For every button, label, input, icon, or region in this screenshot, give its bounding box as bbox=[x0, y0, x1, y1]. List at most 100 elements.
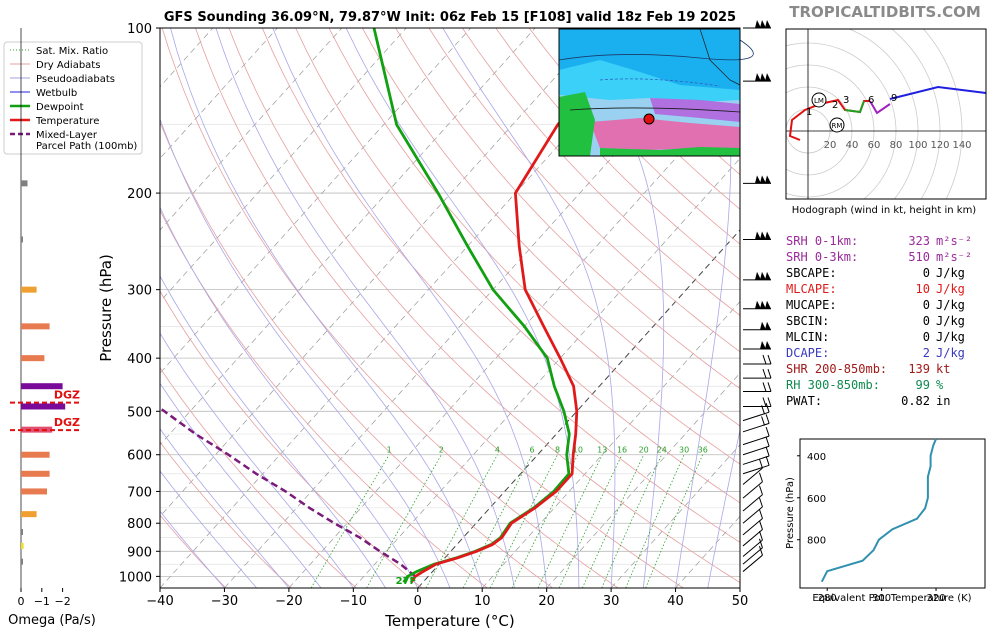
y-tick-label: 400 bbox=[127, 352, 152, 367]
storm-motion-marker bbox=[811, 92, 827, 108]
theta-y-tick: 800 bbox=[807, 536, 826, 547]
omega-bar bbox=[21, 529, 23, 536]
theta-y-tick: 600 bbox=[807, 494, 826, 505]
indices-panel: SRH 0-1km: 323 m²s⁻² SRH 0-3km: 510 m²s⁻² SBCA… bbox=[786, 234, 972, 408]
wind-barb bbox=[743, 397, 772, 407]
legend-label: Dewpoint bbox=[36, 102, 84, 113]
omega-tick-label: 0 bbox=[18, 595, 25, 608]
parcel-path-line bbox=[160, 406, 417, 578]
temperature-line bbox=[410, 28, 646, 584]
skewt-plot: 1 2 4 6 8 10 13 16 20 24 30 36 −40 −30 −20 −10 0 10 20 30 4… bbox=[97, 22, 749, 630]
omega-bar bbox=[21, 511, 37, 518]
index-unit: in bbox=[936, 394, 950, 408]
legend-label: Parcel Path (100mb) bbox=[36, 141, 137, 152]
hodo-height-label: 3 bbox=[843, 95, 849, 106]
x-tick-label: −10 bbox=[340, 594, 367, 609]
y-tick-label: 700 bbox=[127, 485, 152, 500]
y-tick-label: 300 bbox=[127, 284, 152, 299]
hodo-ring-label: 80 bbox=[890, 140, 903, 151]
index-label: MUCAPE: bbox=[786, 298, 837, 312]
omega-bar bbox=[21, 180, 28, 187]
index-value: 10 bbox=[916, 282, 930, 296]
index-unit: % bbox=[936, 378, 944, 392]
omega-bar bbox=[21, 286, 37, 293]
x-tick-label: 30 bbox=[603, 594, 620, 609]
mixing-ratio-label: 1 bbox=[387, 446, 392, 455]
omega-bar bbox=[21, 542, 24, 549]
y-tick-label: 200 bbox=[127, 187, 152, 202]
omega-bar bbox=[21, 383, 63, 390]
index-label: SBCAPE: bbox=[786, 266, 837, 280]
legend-label: Pseudoadiabats bbox=[36, 74, 115, 85]
x-tick-label: −40 bbox=[146, 594, 173, 609]
dgz-label: DGZ bbox=[54, 416, 80, 429]
legend-label: Mixed-Layer bbox=[36, 130, 98, 141]
index-value: 99 bbox=[916, 378, 930, 392]
index-unit: kt bbox=[936, 362, 950, 376]
wind-barb bbox=[742, 403, 770, 422]
omega-bar bbox=[21, 470, 50, 477]
wind-barb bbox=[743, 300, 771, 310]
wind-barb bbox=[743, 341, 771, 350]
hodo-height-label: 1 bbox=[806, 107, 812, 118]
omega-bar bbox=[21, 323, 50, 330]
wind-barb bbox=[743, 73, 771, 82]
mixing-ratio-label: 16 bbox=[617, 446, 627, 455]
y-tick-label: 100 bbox=[127, 22, 152, 37]
x-tick-label: 40 bbox=[667, 594, 684, 609]
index-value: 0 bbox=[923, 330, 930, 344]
hodo-ring-label: 60 bbox=[868, 140, 881, 151]
x-tick-label: −20 bbox=[275, 594, 302, 609]
omega-bar bbox=[21, 558, 23, 565]
chart-title: GFS Sounding 36.09°N, 79.87°W Init: 06z … bbox=[164, 10, 736, 25]
index-unit: J/kg bbox=[936, 346, 965, 360]
index-value: 323 bbox=[908, 234, 930, 248]
storm-motion-marker bbox=[829, 117, 845, 133]
index-label: RH 300-850mb: bbox=[786, 378, 880, 392]
surface-temp-label: 27F bbox=[396, 576, 417, 587]
theta-y-tick: 400 bbox=[807, 452, 826, 463]
mixing-ratio-label: 10 bbox=[573, 446, 583, 455]
hodo-ring-label: 20 bbox=[824, 140, 837, 151]
index-value: 139 bbox=[908, 362, 930, 376]
hodo-height-label: 9 bbox=[891, 93, 897, 104]
index-label: SHR 200-850mb: bbox=[786, 362, 887, 376]
y-tick-label: 900 bbox=[127, 545, 152, 560]
omega-bar bbox=[21, 403, 66, 410]
hodo-segment-9-12 bbox=[889, 85, 986, 100]
inset-map bbox=[558, 28, 754, 157]
wind-barb bbox=[742, 520, 763, 547]
omega-bar bbox=[21, 355, 45, 362]
x-tick-label: 50 bbox=[732, 594, 749, 609]
index-unit: m²s⁻² bbox=[936, 250, 972, 264]
wind-barb bbox=[743, 20, 771, 29]
index-unit: J/kg bbox=[936, 330, 965, 344]
pressure-axis-label: Pressure (hPa) bbox=[97, 254, 115, 362]
index-value: 0 bbox=[923, 298, 930, 312]
wind-barb bbox=[743, 271, 771, 281]
hodo-height-label: 6 bbox=[868, 95, 874, 106]
mixing-ratio-label: 13 bbox=[597, 446, 607, 455]
wind-barb bbox=[742, 426, 770, 446]
index-unit: J/kg bbox=[936, 266, 965, 280]
hodo-ring-label: 140 bbox=[952, 140, 971, 151]
hodograph-caption: Hodograph (wind in kt, height in km) bbox=[792, 205, 977, 216]
x-tick-label: 0 bbox=[414, 594, 422, 609]
wind-barb bbox=[743, 321, 771, 331]
y-tick-label: 800 bbox=[127, 517, 152, 532]
omega-axis-label: Omega (Pa/s) bbox=[8, 613, 96, 628]
index-value: 0.82 bbox=[901, 394, 930, 408]
wind-barb bbox=[742, 472, 763, 499]
wind-barb bbox=[742, 458, 763, 485]
legend-label: Sat. Mix. Ratio bbox=[36, 46, 108, 57]
index-label: DCAPE: bbox=[786, 346, 829, 360]
wind-barb bbox=[742, 538, 763, 565]
index-label: SRH 0-3km: bbox=[786, 250, 858, 264]
theta-e-panel: 280 300 320 400 600 800 Equivalent Pot. Tempe… bbox=[785, 438, 986, 604]
hodo-ring-label: 120 bbox=[930, 140, 949, 151]
wind-barb bbox=[743, 175, 771, 184]
index-value: 0 bbox=[923, 314, 930, 328]
hodo-segment-3-6 bbox=[844, 100, 865, 114]
wind-barb bbox=[743, 368, 772, 379]
svg-text:LM: LM bbox=[814, 97, 824, 105]
